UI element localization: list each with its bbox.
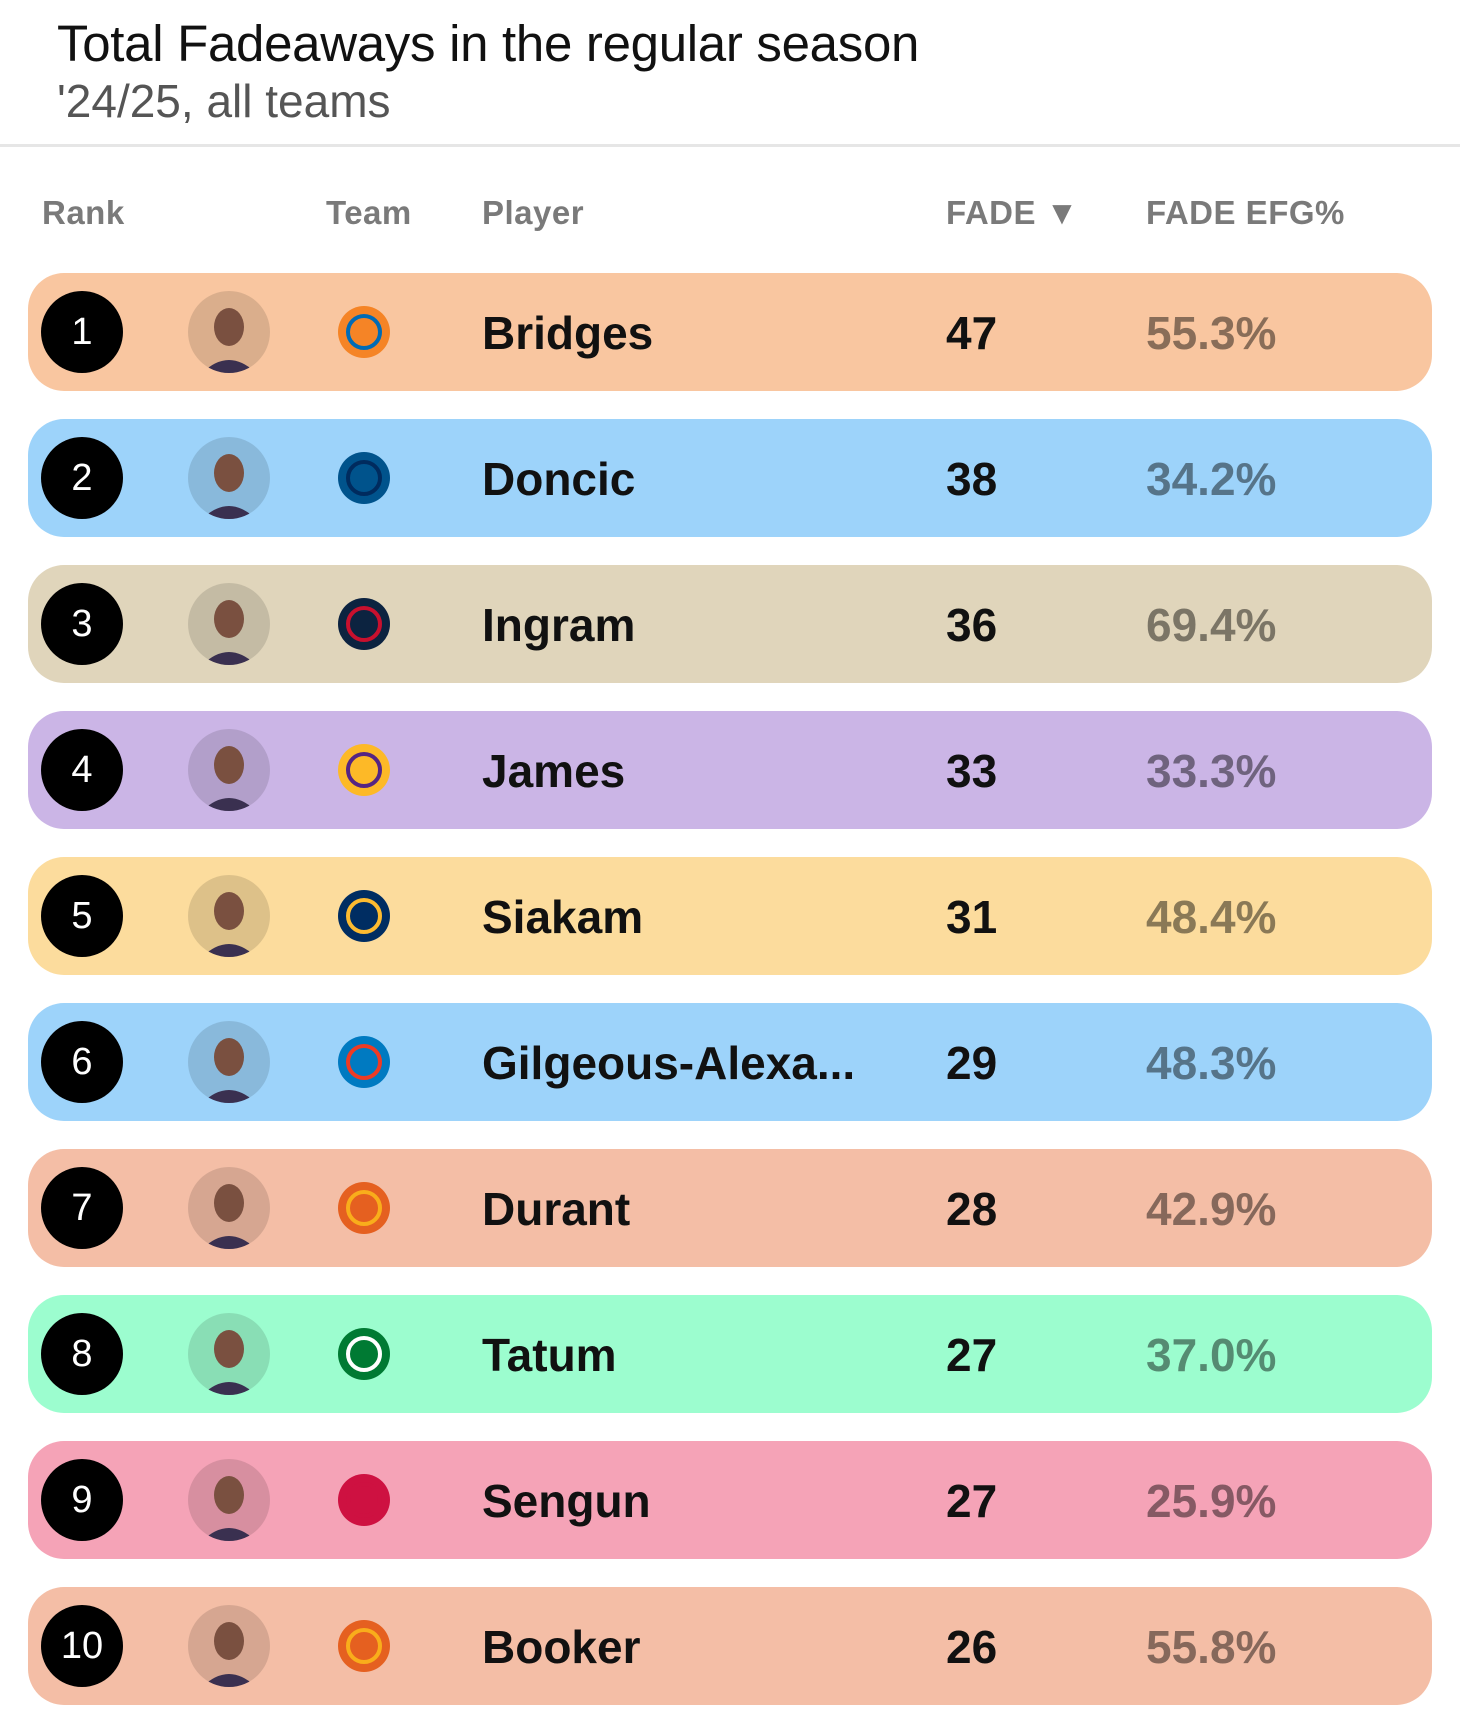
divider (0, 144, 1460, 147)
team-logo-celtics-logo (324, 1317, 404, 1391)
fade-count: 33 (946, 745, 998, 797)
table-row[interactable]: 10 Booker 26 55.8% (28, 1587, 1432, 1705)
fade-efg-percent: 37.0% (1146, 1329, 1277, 1381)
table-row[interactable]: 7 Durant 28 42.9% (28, 1149, 1432, 1267)
fade-count: 47 (946, 307, 998, 359)
table-row[interactable]: 9 Sengun 27 25.9% (28, 1441, 1432, 1559)
rank-badge: 1 (41, 291, 123, 373)
fade-efg-percent: 55.3% (1146, 307, 1277, 359)
player-name[interactable]: Gilgeous-Alexa... (482, 1037, 856, 1089)
player-avatar (188, 1021, 270, 1103)
table-row[interactable]: 8 Tatum 27 37.0% (28, 1295, 1432, 1413)
player-avatar (188, 291, 270, 373)
fade-efg-percent: 55.8% (1146, 1621, 1277, 1673)
fade-efg-percent: 34.2% (1146, 453, 1277, 505)
page-subtitle: '24/25, all teams (57, 75, 391, 127)
team-logo-pelicans-logo (324, 587, 404, 661)
fade-efg-percent: 25.9% (1146, 1475, 1277, 1527)
fade-count: 26 (946, 1621, 998, 1673)
fade-count: 27 (946, 1329, 998, 1381)
fade-count: 31 (946, 891, 998, 943)
team-logo-pacers-logo (324, 879, 404, 953)
player-name[interactable]: Ingram (482, 599, 636, 651)
team-logo-thunder-logo (324, 1025, 404, 1099)
fade-efg-percent: 48.4% (1146, 891, 1277, 943)
player-name[interactable]: Siakam (482, 891, 644, 943)
page-title: Total Fadeaways in the regular season (57, 15, 920, 72)
player-avatar (188, 1459, 270, 1541)
team-logo-knicks-logo (324, 295, 404, 369)
rank-badge: 8 (41, 1313, 123, 1395)
table-row[interactable]: 4 James 33 33.3% (28, 711, 1432, 829)
column-header-fade[interactable]: FADE ▼ (946, 194, 1079, 231)
player-name[interactable]: Durant (482, 1183, 631, 1235)
rank-badge: 6 (41, 1021, 123, 1103)
player-name[interactable]: Bridges (482, 307, 654, 359)
rank-badge: 3 (41, 583, 123, 665)
fade-efg-percent: 69.4% (1146, 599, 1277, 651)
fade-count: 27 (946, 1475, 998, 1527)
fade-count: 36 (946, 599, 998, 651)
team-logo-mavericks-logo (324, 441, 404, 515)
player-name[interactable]: Sengun (482, 1475, 651, 1527)
team-logo-suns-logo (324, 1171, 404, 1245)
table-row[interactable]: 5 Siakam 31 48.4% (28, 857, 1432, 975)
player-name[interactable]: Booker (482, 1621, 641, 1673)
player-name[interactable]: Tatum (482, 1329, 617, 1381)
player-name[interactable]: James (482, 745, 626, 797)
fade-count: 38 (946, 453, 998, 505)
player-avatar (188, 437, 270, 519)
player-avatar (188, 1605, 270, 1687)
fade-efg-percent: 42.9% (1146, 1183, 1277, 1235)
table-row[interactable]: 3 Ingram 36 69.4% (28, 565, 1432, 683)
column-header-fade-efg[interactable]: FADE EFG% (1146, 194, 1345, 231)
table-row[interactable]: 6 Gilgeous-Alexa... 29 48.3% (28, 1003, 1432, 1121)
player-avatar (188, 729, 270, 811)
column-header-team[interactable]: Team (326, 194, 412, 231)
team-logo-suns-logo (324, 1609, 404, 1683)
rank-badge: 7 (41, 1167, 123, 1249)
player-avatar (188, 583, 270, 665)
player-avatar (188, 875, 270, 957)
rank-badge: 4 (41, 729, 123, 811)
rank-badge: 2 (41, 437, 123, 519)
fade-count: 28 (946, 1183, 998, 1235)
table-row[interactable]: 1 Bridges 47 55.3% (28, 273, 1432, 391)
rank-badge: 9 (41, 1459, 123, 1541)
player-avatar (188, 1167, 270, 1249)
column-header-rank[interactable]: Rank (42, 194, 125, 231)
team-logo-lakers-logo (324, 733, 404, 807)
fade-efg-percent: 48.3% (1146, 1037, 1277, 1089)
rank-badge: 5 (41, 875, 123, 957)
fade-efg-percent: 33.3% (1146, 745, 1277, 797)
player-name[interactable]: Doncic (482, 453, 636, 505)
fade-count: 29 (946, 1037, 998, 1089)
player-avatar (188, 1313, 270, 1395)
rank-badge: 10 (41, 1605, 123, 1687)
column-header-player[interactable]: Player (482, 194, 585, 231)
table-row[interactable]: 2 Doncic 38 34.2% (28, 419, 1432, 537)
team-logo-rockets-logo (324, 1463, 404, 1537)
